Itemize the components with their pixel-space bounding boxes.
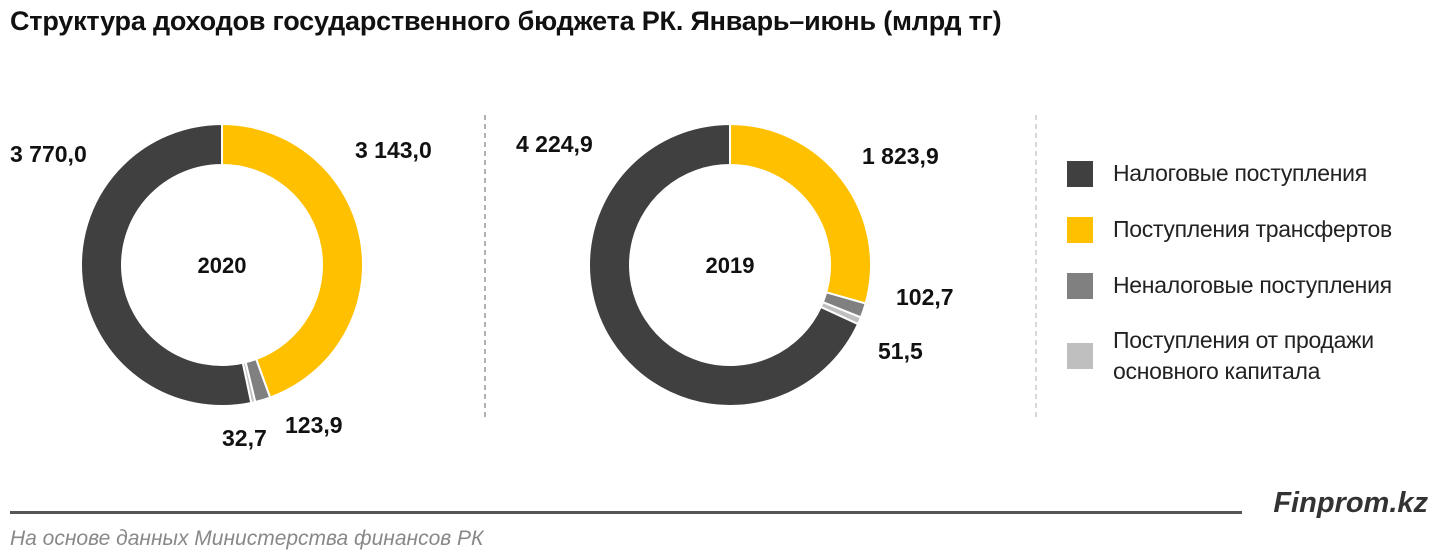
legend-swatch [1067,343,1093,369]
data-label-capital-sales: 32,7 [222,425,267,451]
donut-center-label: 2019 [706,253,755,278]
donut-2019: 2019 4 224,9 1 823,9 102,7 51,5 [516,122,954,407]
data-label-tax: 4 224,9 [516,131,593,157]
footer-divider [10,511,1242,514]
legend-label: Поступления трансфертов [1113,216,1392,242]
legend-swatch [1067,273,1093,299]
data-label-tax: 3 770,0 [10,141,87,167]
donut-segment-tax [80,122,253,407]
donut-2020: 2020 3 770,0 3 143,0 123,9 32,7 [10,122,432,451]
data-label-nontax: 102,7 [896,284,954,310]
source-note: На основе данных Министерства финансов Р… [10,527,484,550]
legend-swatch [1067,161,1093,187]
donut-segment-transfers [221,122,364,399]
donut-segment-tax [588,122,860,407]
chart-title: Структура доходов государственного бюдже… [10,6,1002,36]
legend-label: Налоговые поступления [1113,160,1367,186]
brand-logo-text: Finprom.kz [1273,487,1428,519]
data-label-transfers: 1 823,9 [862,143,939,169]
data-label-capital-sales: 51,5 [878,338,923,364]
data-label-transfers: 3 143,0 [355,137,432,163]
legend-label: Поступления от продажи основного капитал… [1113,327,1374,384]
data-label-nontax: 123,9 [285,412,343,438]
legend-swatch [1067,217,1093,243]
legend-label: Неналоговые поступления [1113,272,1392,298]
donut-center-label: 2020 [198,253,247,278]
